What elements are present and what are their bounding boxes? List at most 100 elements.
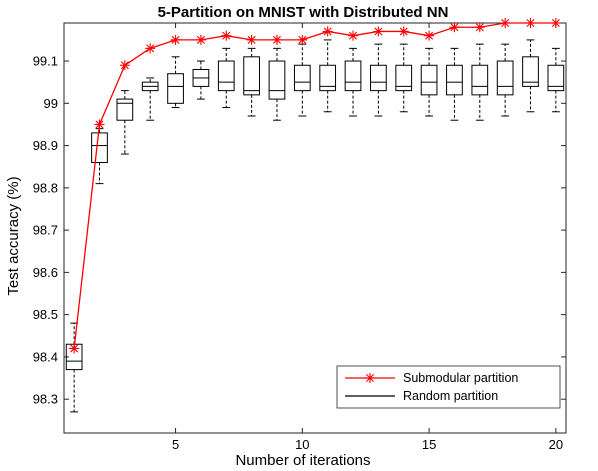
x-tick-label: 15: [422, 437, 436, 452]
y-tick-label: 98.7: [33, 223, 58, 238]
x-tick-label: 5: [172, 437, 179, 452]
legend: Submodular partition Random partition: [336, 365, 561, 409]
star-stroke: [171, 35, 180, 44]
axis-ticks: 5 10 15 20 98.3 98.4 98.5 98.6 98.7 98.8 98.9 99 99.…: [33, 23, 566, 452]
y-tick-label: 99: [44, 96, 58, 111]
iqr-box: [471, 64, 489, 96]
submodular-point: [297, 34, 308, 45]
boxplot-iteration-17: [471, 43, 489, 121]
star-stroke: [272, 35, 281, 44]
star-stroke: [374, 27, 383, 36]
submodular-point: [373, 26, 384, 37]
submodular-point: [246, 34, 257, 45]
boxplot-iteration-15: [420, 47, 438, 117]
boxplot-iteration-6: [192, 60, 210, 100]
iqr-box: [547, 64, 565, 92]
iqr-box: [420, 64, 438, 96]
boxplot-iteration-4: [141, 77, 159, 121]
star-stroke: [70, 344, 79, 353]
submodular-point: [119, 60, 130, 71]
submodular-point: [221, 30, 232, 41]
iqr-box: [395, 64, 413, 92]
boxplot-iteration-13: [370, 43, 387, 117]
y-axis-label: Test accuracy (%): [5, 176, 22, 295]
star-stroke: [247, 35, 256, 44]
star-stroke: [222, 31, 231, 40]
iqr-box: [91, 132, 108, 163]
iqr-box: [268, 60, 286, 100]
submodular-point: [398, 26, 409, 37]
iqr-box: [293, 64, 311, 92]
boxplot-iteration-7: [217, 47, 235, 109]
submodular-point: [271, 34, 282, 45]
star-stroke: [501, 19, 510, 27]
legend-box: [336, 365, 561, 409]
star-stroke: [146, 44, 155, 53]
y-tick-label: 98.9: [33, 138, 58, 153]
star-stroke: [551, 19, 560, 27]
boxplot-iteration-12: [344, 47, 362, 117]
boxplot-iteration-9: [268, 47, 286, 121]
submodular-point: [69, 343, 80, 354]
star-stroke: [450, 23, 459, 32]
submodular-partition-series: [69, 18, 561, 354]
star-stroke: [399, 27, 408, 36]
boxplot-iteration-3: [116, 90, 134, 155]
y-tick-label: 98.3: [33, 392, 58, 407]
legend-star: [365, 373, 375, 383]
star-stroke: [425, 31, 434, 40]
star-stroke: [95, 120, 104, 129]
submodular-point: [145, 43, 156, 54]
boxplot-iteration-8: [243, 47, 260, 117]
star-stroke: [196, 35, 205, 44]
boxplot-iteration-2: [91, 128, 108, 185]
boxplot-iteration-14: [395, 43, 413, 113]
iqr-box: [446, 64, 463, 96]
boxplot-iteration-16: [446, 47, 463, 121]
y-tick-label: 98.6: [33, 265, 58, 280]
star-stroke: [475, 23, 484, 32]
iqr-box: [116, 98, 134, 121]
submodular-point: [195, 34, 206, 45]
iqr-box: [496, 60, 514, 96]
iqr-box: [217, 60, 235, 92]
x-tick-label: 10: [295, 437, 309, 452]
boxplot-iteration-19: [522, 39, 539, 113]
legend-label-random: Random partition: [403, 389, 498, 403]
submodular-point: [94, 119, 105, 130]
y-tick-label: 98.8: [33, 180, 58, 195]
submodular-point: [500, 18, 511, 28]
iqr-box: [319, 64, 337, 92]
iqr-box: [344, 60, 362, 92]
star-stroke: [323, 27, 332, 36]
random-partition-boxplots: [65, 39, 565, 413]
x-tick-label: 20: [549, 437, 563, 452]
submodular-point: [525, 18, 536, 28]
legend-label-submodular: Submodular partition: [403, 371, 518, 385]
plot-area-frame: [63, 22, 567, 434]
y-tick-label: 98.5: [33, 307, 58, 322]
submodular-point: [424, 30, 435, 41]
legend-star-marker-icon: [365, 373, 375, 383]
x-axis-label: Number of iterations: [235, 452, 370, 469]
iqr-box: [522, 56, 539, 87]
submodular-point: [550, 18, 561, 28]
chart-title: 5-Partition on MNIST with Distributed NN: [158, 4, 449, 21]
boxplot-iteration-18: [496, 43, 514, 117]
star-stroke: [526, 19, 535, 27]
submodular-point: [449, 22, 460, 33]
star-stroke: [366, 374, 374, 382]
boxplot-iteration-10: [293, 43, 311, 117]
star-stroke: [349, 31, 358, 40]
submodular-point: [170, 34, 181, 45]
y-tick-label: 99.1: [33, 54, 58, 69]
boxplot-iteration-11: [319, 39, 337, 113]
iqr-box: [167, 73, 184, 104]
boxplot-iteration-20: [547, 47, 565, 113]
iqr-box: [243, 56, 260, 96]
submodular-point: [348, 30, 359, 41]
boxplot-iteration-5: [167, 56, 184, 109]
boxplot-iteration-1: [65, 322, 83, 413]
submodular-point: [322, 26, 333, 37]
